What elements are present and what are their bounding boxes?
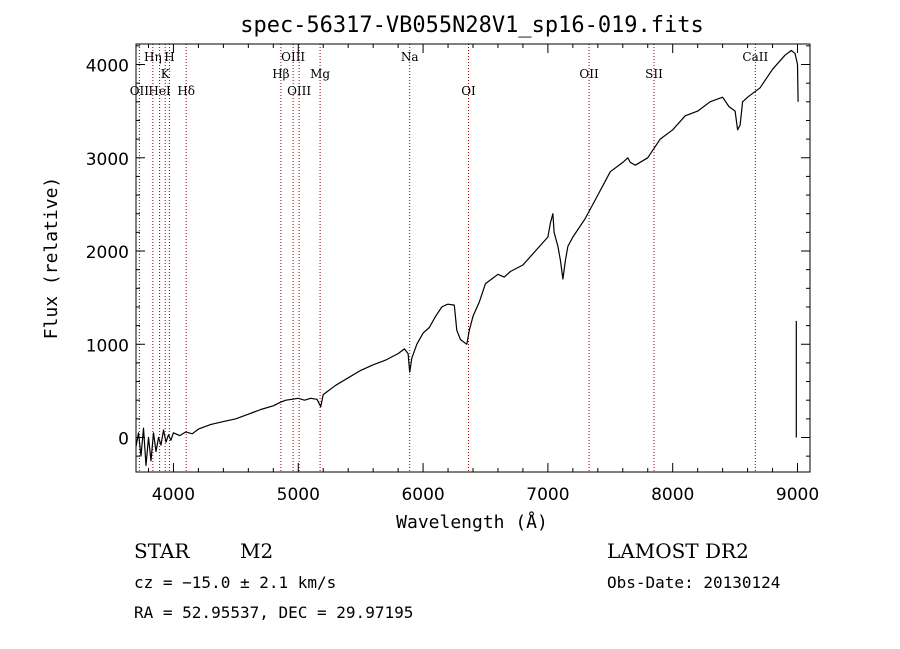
marker-label-5: Hδ <box>177 84 195 98</box>
y-axis-label: Flux (relative) <box>41 177 62 340</box>
marker-label-4: H <box>164 50 174 64</box>
marker-label-2: HeI <box>148 84 171 98</box>
y-tick-label-1: 1000 <box>86 336 129 356</box>
x-axis-label: Wavelength (Å) <box>396 511 548 533</box>
marker-label-8: OIII <box>287 84 311 98</box>
plot-frame <box>135 43 811 473</box>
marker-label-7: OIII <box>281 50 305 64</box>
marker-label-12: OII <box>579 67 599 81</box>
x-tick-label-1: 5000 <box>277 485 320 505</box>
x-tick-label-0: 4000 <box>152 485 195 505</box>
marker-label-11: OI <box>461 84 476 98</box>
x-tick-label-3: 7000 <box>526 485 569 505</box>
redshift-velocity: cz = −15.0 ± 2.1 km/s <box>134 573 337 592</box>
emission-line-markers: OII Hη HeI KH Hδ Hβ OIII OIII Mg Na OI OII SII CaII <box>130 44 768 472</box>
sky-coordinates: RA = 52.95537, DEC = 29.97195 <box>134 603 414 622</box>
x-tick-label-5: 9000 <box>776 485 819 505</box>
spectrum-series <box>135 49 799 467</box>
x-tick-label-4: 8000 <box>651 485 694 505</box>
x-tick-label-2: 6000 <box>401 485 444 505</box>
marker-label-10: Na <box>401 50 419 64</box>
marker-label-14: CaII <box>742 50 768 64</box>
y-tick-label-4: 4000 <box>86 57 129 77</box>
y-tick-label-2: 2000 <box>86 243 129 263</box>
axis-ticks: 4000 5000 6000 7000 8000 9000 0 1000 2000 3000 400… <box>86 44 819 505</box>
marker-label-9: Mg <box>310 67 330 81</box>
series-flux <box>135 49 799 467</box>
marker-label-1: Hη <box>144 50 162 64</box>
marker-label-6: Hβ <box>272 67 289 81</box>
object-subclass: M2 <box>240 539 274 563</box>
marker-label-0: OII <box>130 84 150 98</box>
marker-label-13: SII <box>645 67 663 81</box>
survey-name: LAMOST DR2 <box>607 539 749 563</box>
observation-date: Obs-Date: 20130124 <box>607 573 781 592</box>
y-tick-label-0: 0 <box>118 429 129 449</box>
marker-label-3: K <box>161 67 171 81</box>
object-class: STAR <box>134 539 190 563</box>
chart-title: spec-56317-VB055N28V1_sp16-019.fits <box>240 13 704 38</box>
y-tick-label-3: 3000 <box>86 150 129 170</box>
